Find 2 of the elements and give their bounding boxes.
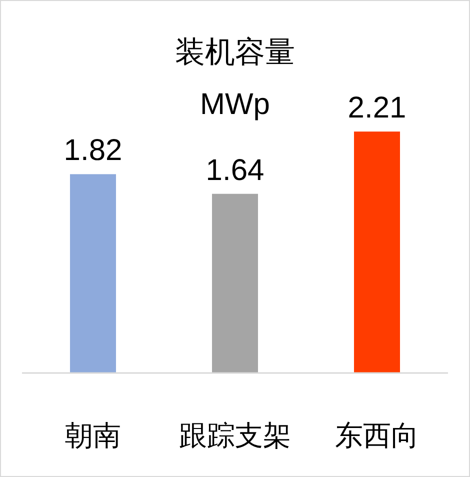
title: 装机容量 [175, 36, 295, 69]
subtitle: MWp [200, 88, 270, 121]
